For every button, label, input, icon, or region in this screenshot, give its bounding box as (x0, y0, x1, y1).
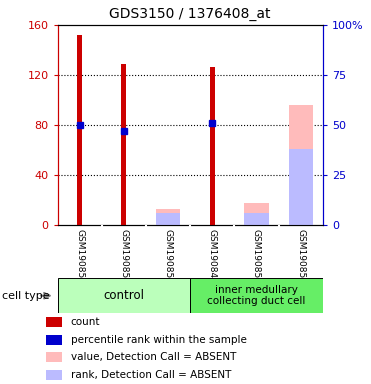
Bar (121, 64, 127, 225)
Title: GDS3150 / 1376408_at: GDS3150 / 1376408_at (109, 7, 271, 21)
Text: percentile rank within the sample: percentile rank within the sample (70, 334, 247, 344)
Bar (46, 370, 62, 380)
Text: count: count (70, 317, 100, 327)
Bar (210, 68, 215, 225)
Bar (46, 353, 62, 362)
Text: control: control (103, 289, 144, 302)
Text: rank, Detection Call = ABSENT: rank, Detection Call = ABSENT (70, 370, 231, 380)
Text: GSM190854: GSM190854 (164, 229, 173, 284)
Bar (77, 35, 82, 225)
Bar (289, 149, 313, 225)
Bar (46, 334, 62, 344)
Bar (58, 278, 190, 313)
Bar (156, 209, 180, 225)
Text: GSM190850: GSM190850 (252, 229, 261, 284)
Bar (190, 278, 323, 313)
Text: GSM190853: GSM190853 (119, 229, 128, 284)
Bar (46, 317, 62, 327)
Text: GSM190852: GSM190852 (75, 229, 84, 284)
Text: GSM190849: GSM190849 (208, 229, 217, 284)
Text: value, Detection Call = ABSENT: value, Detection Call = ABSENT (70, 353, 236, 362)
Bar (244, 213, 269, 225)
Bar (244, 203, 269, 225)
Text: GSM190851: GSM190851 (296, 229, 305, 284)
Bar (289, 105, 313, 225)
Text: cell type: cell type (2, 291, 49, 301)
Text: inner medullary
collecting duct cell: inner medullary collecting duct cell (207, 285, 306, 306)
Bar (156, 213, 180, 225)
